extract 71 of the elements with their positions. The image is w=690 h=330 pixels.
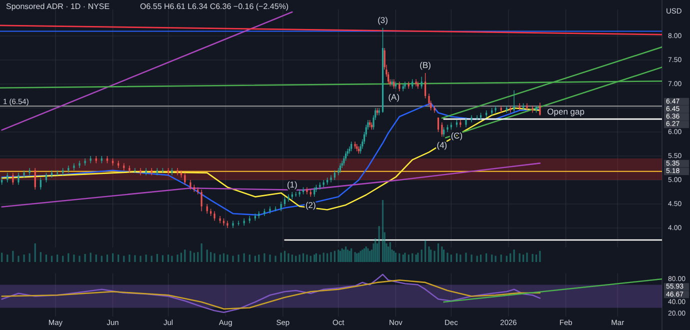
chart-subtitle: O6.55 H6.61 L6.34 C6.36 −0.16 (−2.45%) — [140, 2, 289, 12]
candlestick — [350, 141, 352, 152]
candlestick — [470, 114, 472, 123]
candlestick — [226, 220, 228, 228]
candlestick — [280, 201, 282, 212]
candlestick — [128, 165, 130, 174]
candlestick — [415, 78, 417, 87]
candlestick — [40, 177, 42, 190]
candlestick — [288, 194, 290, 202]
candlestick — [73, 162, 75, 171]
candlestick — [437, 117, 440, 132]
line-series — [1, 280, 541, 310]
candlestick — [140, 168, 142, 176]
candlestick — [339, 162, 342, 174]
line-series — [1, 162, 541, 208]
candlestick — [18, 172, 20, 186]
candlestick — [264, 208, 266, 216]
line-series — [1, 274, 541, 314]
candlestick — [34, 168, 36, 190]
candlestick — [314, 186, 316, 198]
candlestick — [28, 168, 30, 176]
annotation: (B) — [420, 60, 432, 70]
candlestick — [344, 150, 347, 162]
annotation: (3) — [378, 15, 388, 26]
candlestick — [6, 172, 8, 183]
chart-title: Sponsored ADR · 1D · NYSE — [6, 2, 110, 12]
candlestick — [494, 105, 496, 114]
candlestick — [23, 170, 25, 178]
annotation: (A) — [388, 92, 400, 102]
candlestick — [424, 72, 426, 99]
candlestick — [391, 78, 393, 87]
candlestick — [190, 180, 192, 190]
candlestick — [434, 105, 436, 114]
candlestick — [460, 120, 462, 128]
candlestick — [398, 81, 400, 92]
candlestick — [171, 168, 173, 176]
candlestick — [412, 78, 414, 90]
candlestick — [214, 210, 216, 222]
candlestick — [12, 172, 14, 186]
candlestick — [354, 141, 356, 150]
candlestick — [176, 168, 178, 176]
candlestick — [238, 220, 240, 226]
candlestick — [330, 174, 332, 183]
candlestick — [404, 81, 406, 90]
candlestick — [232, 220, 234, 228]
candlestick — [284, 196, 286, 207]
candlestick — [393, 78, 395, 90]
candlestick — [513, 90, 515, 114]
candlestick — [145, 168, 147, 176]
candlestick — [539, 102, 541, 116]
candlestick — [476, 114, 478, 120]
candlestick — [200, 189, 202, 212]
candlestick — [420, 76, 422, 90]
annotation: (1) — [286, 179, 298, 190]
candlestick — [526, 102, 528, 111]
candlestick — [306, 186, 308, 195]
candlestick — [45, 172, 48, 183]
candlestick — [78, 160, 80, 168]
annotation: Open gap — [547, 106, 585, 116]
candlestick — [184, 172, 186, 186]
candlestick — [417, 81, 419, 90]
candlestick — [465, 117, 467, 128]
candlestick — [441, 122, 443, 138]
candlestick — [68, 165, 70, 174]
candlestick — [269, 206, 271, 214]
candlestick — [446, 124, 448, 132]
candlestick — [219, 216, 221, 224]
candlestick — [443, 126, 445, 138]
candlestick — [298, 189, 300, 198]
candlestick — [532, 105, 534, 114]
candlestick — [378, 108, 380, 116]
